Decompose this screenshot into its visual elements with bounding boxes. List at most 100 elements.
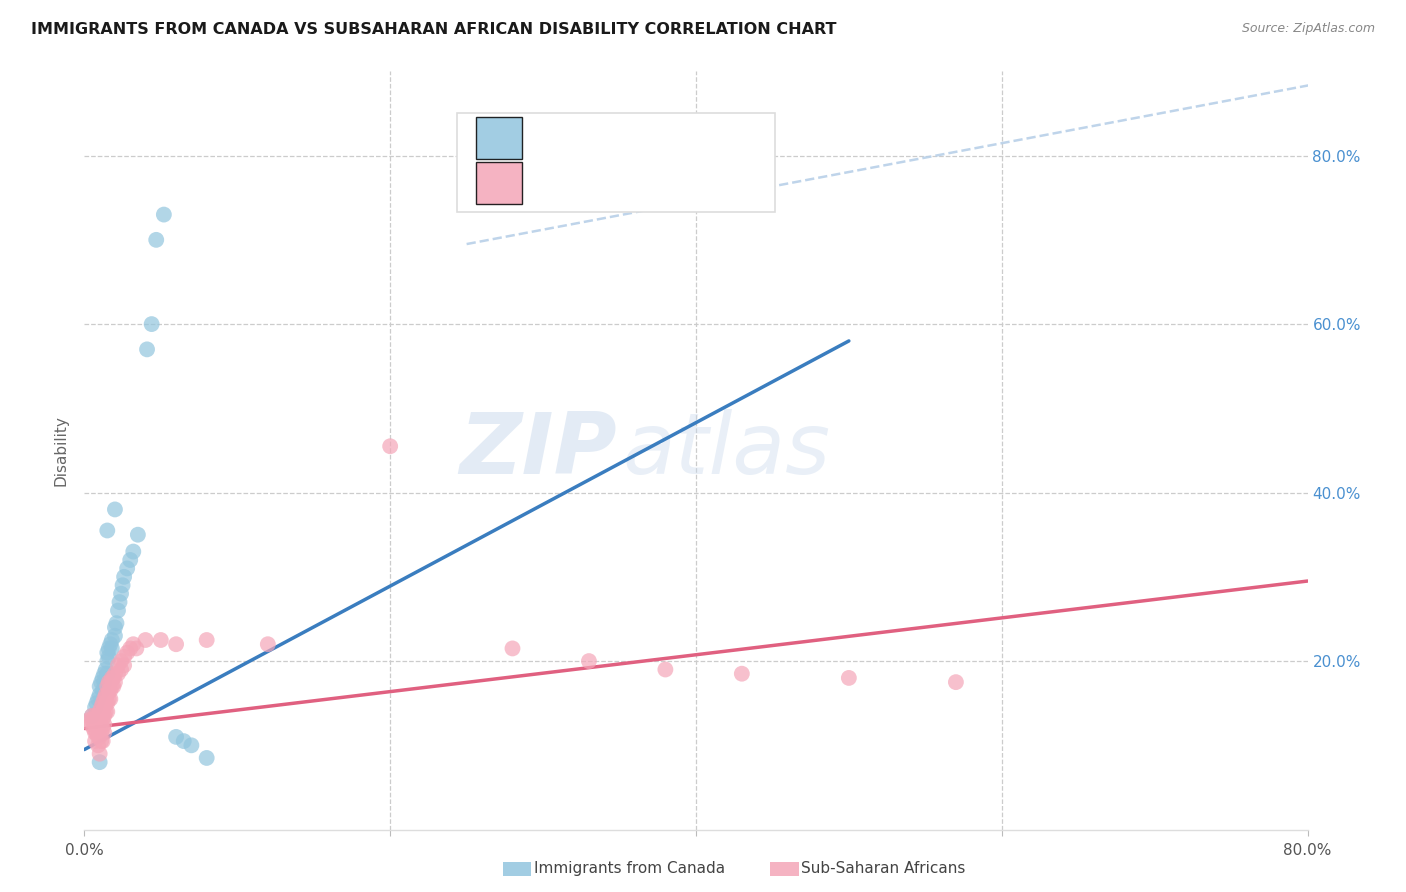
Point	[838, 671, 860, 685]
Point	[173, 734, 195, 748]
Point	[135, 633, 157, 648]
Point	[104, 502, 127, 516]
Point	[80, 713, 103, 727]
Text: Source: ZipAtlas.com: Source: ZipAtlas.com	[1241, 22, 1375, 36]
Point	[87, 713, 110, 727]
Point	[94, 663, 117, 677]
Point	[96, 679, 118, 693]
Text: R = 0.447   N = 78: R = 0.447 N = 78	[544, 174, 728, 192]
Point	[97, 649, 120, 664]
Point	[103, 679, 125, 693]
Point	[104, 629, 127, 643]
Point	[502, 641, 524, 656]
Point	[87, 730, 110, 744]
Point	[84, 708, 107, 723]
Point	[101, 641, 124, 656]
Point	[93, 717, 115, 731]
Point	[112, 649, 135, 664]
Point	[89, 705, 111, 719]
Point	[110, 654, 132, 668]
Point	[101, 671, 124, 685]
Text: atlas: atlas	[623, 409, 831, 492]
Point	[731, 666, 754, 681]
Point	[195, 633, 218, 648]
Point	[101, 633, 124, 648]
Point	[87, 722, 110, 736]
Point	[93, 675, 115, 690]
Point	[90, 708, 112, 723]
Point	[111, 578, 134, 592]
Text: ZIP: ZIP	[458, 409, 616, 492]
Point	[91, 696, 114, 710]
Point	[83, 713, 105, 727]
Point	[93, 708, 115, 723]
Point	[91, 722, 114, 736]
Point	[89, 730, 111, 744]
Point	[115, 646, 138, 660]
Point	[105, 616, 128, 631]
Point	[79, 717, 101, 731]
Point	[90, 717, 112, 731]
Point	[91, 683, 114, 698]
Point	[141, 317, 163, 331]
Point	[96, 696, 118, 710]
Point	[84, 700, 107, 714]
Point	[101, 679, 124, 693]
Point	[84, 734, 107, 748]
Point	[97, 683, 120, 698]
FancyBboxPatch shape	[475, 162, 522, 203]
Point	[86, 725, 108, 739]
Point	[165, 730, 187, 744]
Point	[89, 747, 111, 761]
Text: Sub-Saharan Africans: Sub-Saharan Africans	[801, 862, 966, 876]
Point	[107, 603, 129, 617]
Y-axis label: Disability: Disability	[53, 415, 69, 486]
Point	[89, 679, 111, 693]
Point	[104, 620, 127, 634]
Text: IMMIGRANTS FROM CANADA VS SUBSAHARAN AFRICAN DISABILITY CORRELATION CHART: IMMIGRANTS FROM CANADA VS SUBSAHARAN AFR…	[31, 22, 837, 37]
Point	[112, 658, 135, 673]
Point	[110, 587, 132, 601]
Point	[96, 646, 118, 660]
Point	[180, 739, 202, 753]
Point	[257, 637, 280, 651]
Point	[94, 705, 117, 719]
Point	[86, 717, 108, 731]
Point	[96, 688, 118, 702]
Point	[107, 658, 129, 673]
Point	[98, 692, 121, 706]
Point	[97, 641, 120, 656]
Point	[153, 208, 176, 222]
Point	[104, 675, 127, 690]
Point	[87, 739, 110, 753]
Point	[165, 637, 187, 651]
Point	[77, 713, 100, 727]
Point	[96, 666, 118, 681]
Point	[94, 688, 117, 702]
Point	[91, 713, 114, 727]
Point	[87, 692, 110, 706]
Point	[98, 637, 121, 651]
Point	[91, 734, 114, 748]
Point	[91, 671, 114, 685]
Point	[104, 666, 127, 681]
Point	[84, 717, 107, 731]
Point	[89, 688, 111, 702]
Point	[110, 663, 132, 677]
Point	[112, 570, 135, 584]
Point	[93, 725, 115, 739]
Point	[149, 633, 172, 648]
Point	[136, 343, 159, 357]
Point	[86, 696, 108, 710]
Point	[98, 683, 121, 698]
Point	[578, 654, 600, 668]
Point	[103, 671, 125, 685]
Point	[86, 708, 108, 723]
Point	[89, 713, 111, 727]
Point	[80, 708, 103, 723]
FancyBboxPatch shape	[457, 113, 776, 211]
Point	[127, 527, 149, 541]
Text: R = 0.649   N = 43: R = 0.649 N = 43	[544, 129, 728, 147]
Text: Immigrants from Canada: Immigrants from Canada	[534, 862, 725, 876]
Point	[120, 641, 142, 656]
